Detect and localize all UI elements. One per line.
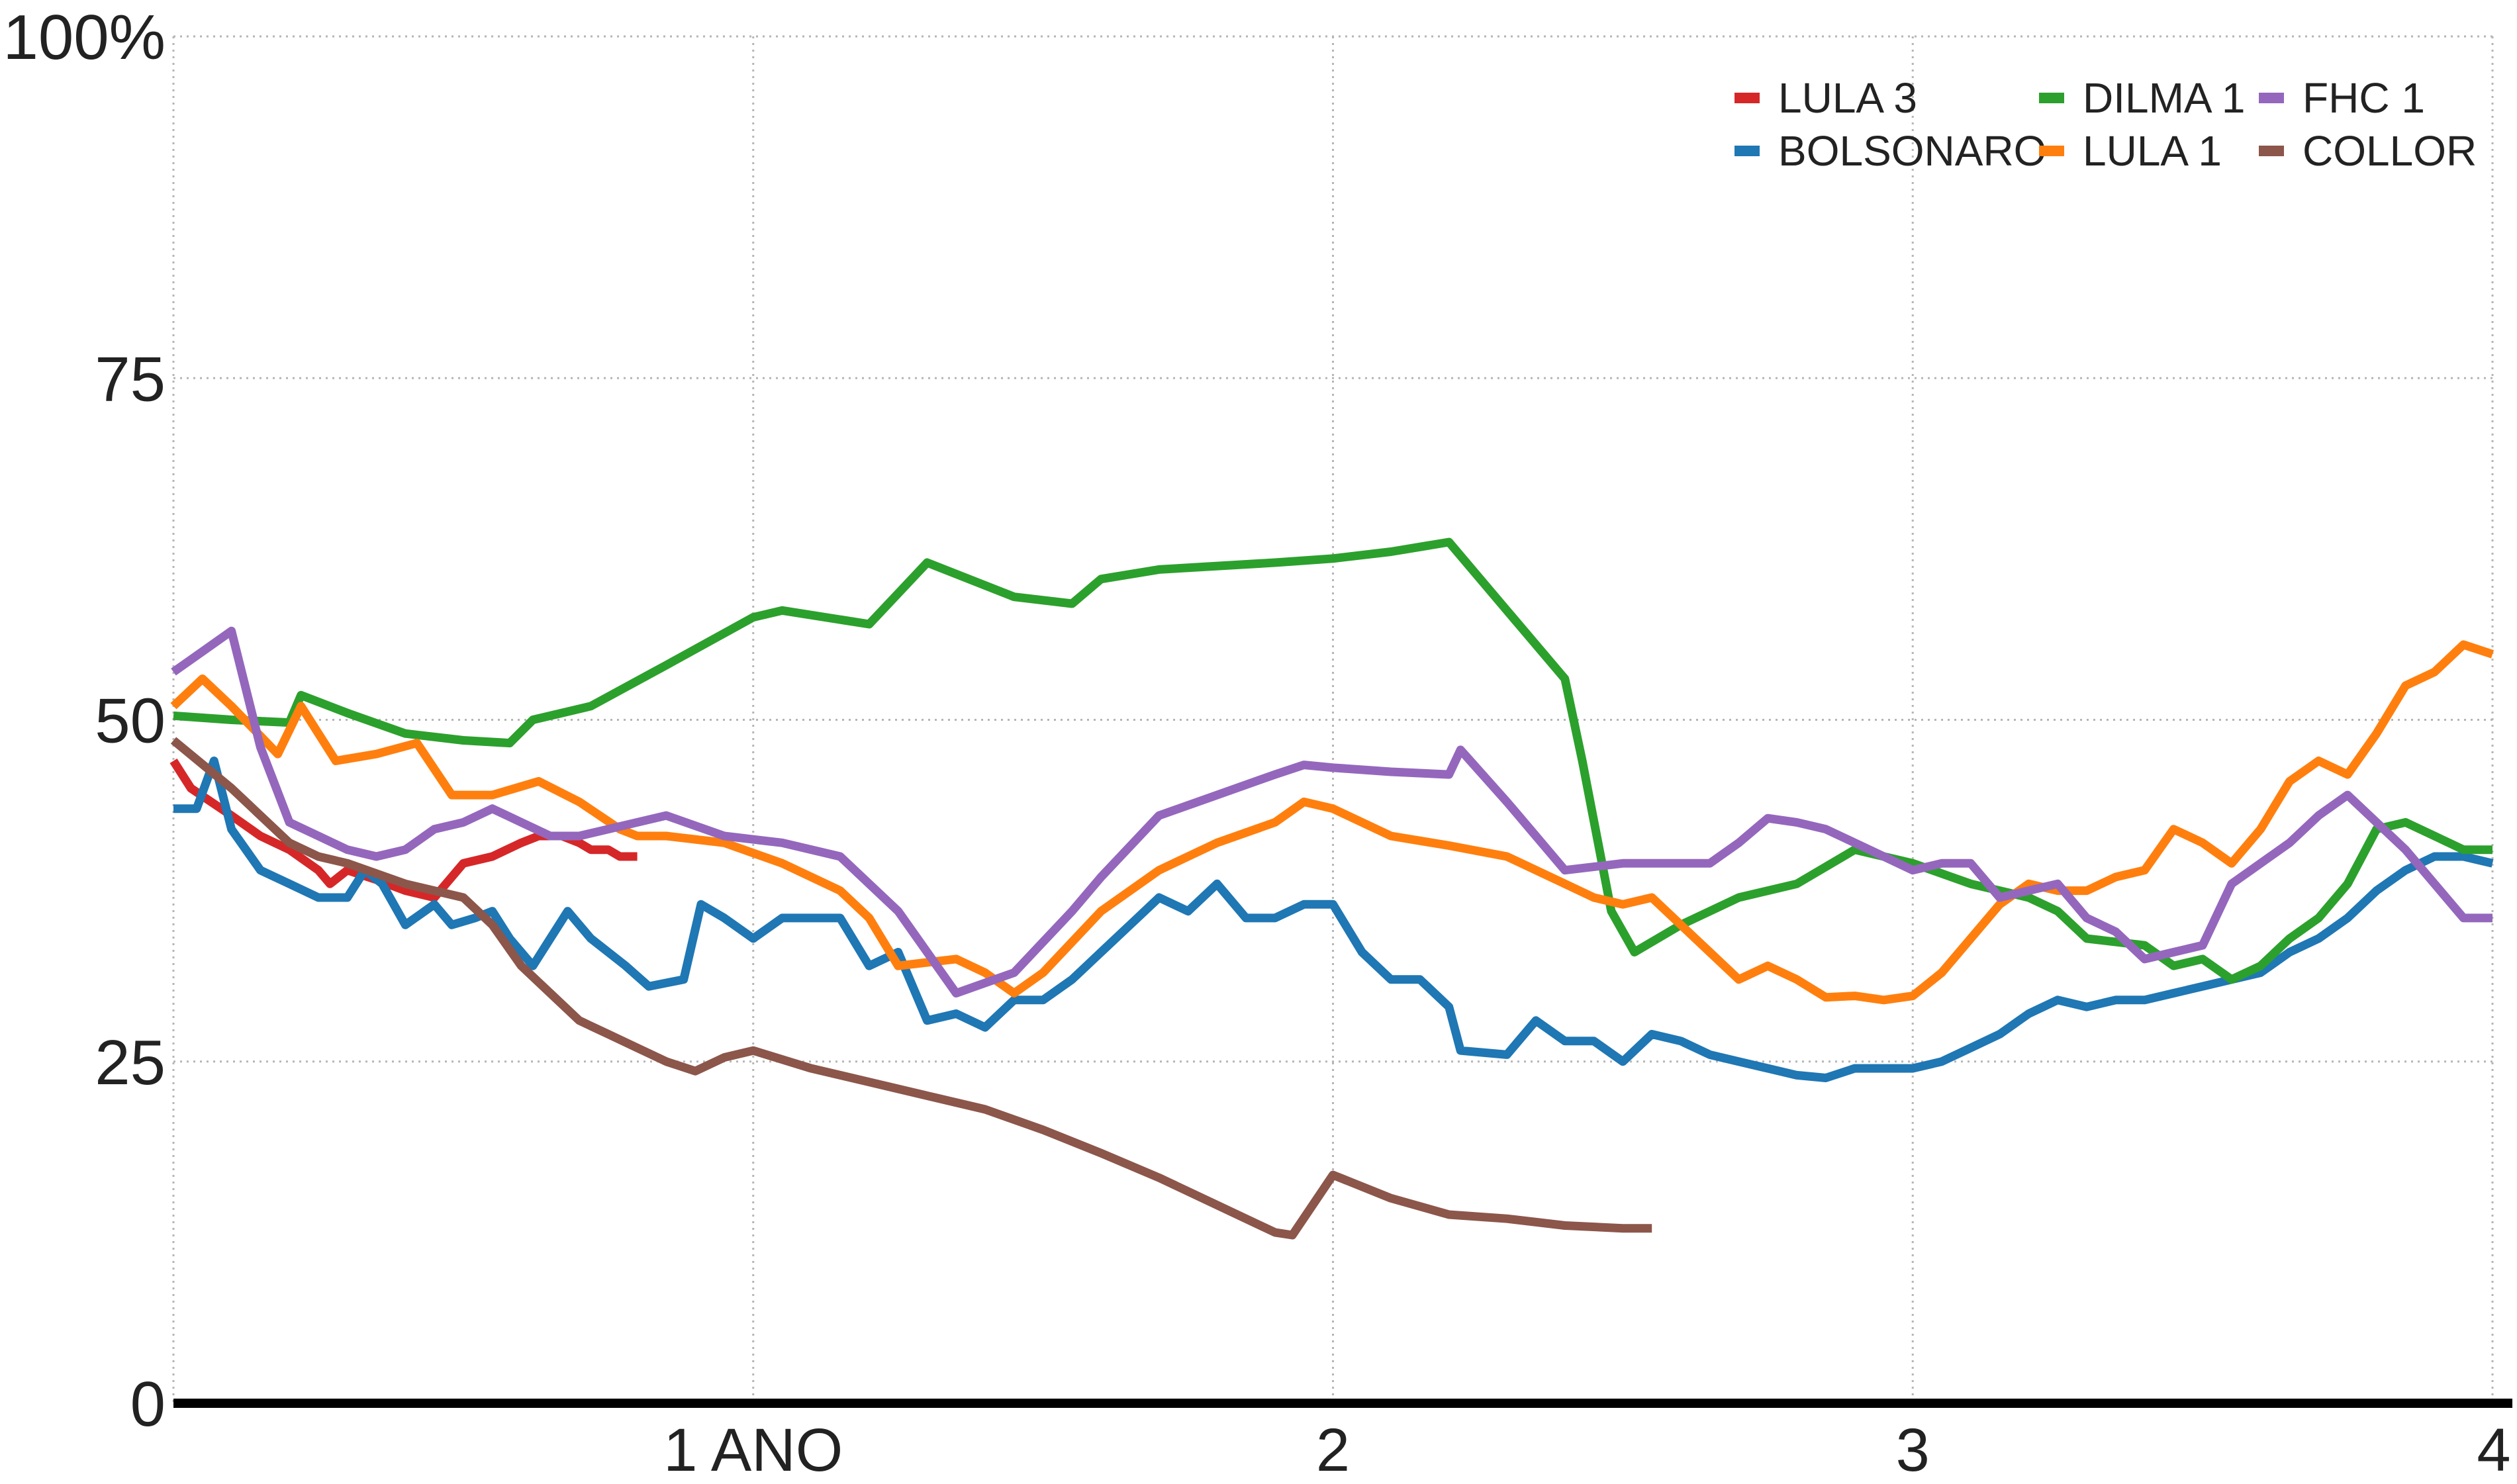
legend-item-fhc-1: FHC 1 [2259,74,2425,122]
legend-swatch [1734,93,1760,103]
series-line-collor [170,737,1652,1240]
legend-item-lula-3: LULA 3 [1734,74,1917,122]
legend-label: COLLOR [2303,127,2477,175]
series-line-lula-1 [170,640,2494,1005]
y-tick-labels: 0 25 50 75 100% [3,2,166,1440]
legend-label: DILMA 1 [2083,74,2245,122]
legend-swatch [2039,93,2064,103]
legend-swatch [2259,146,2284,156]
legend-item-lula-1: LULA 1 [2039,127,2222,175]
series-line-dilma-1 [173,537,2493,984]
x-tick-label: 2 [1316,1416,1350,1484]
x-tick-label: 4 [2477,1416,2510,1484]
y-tick-label: 75 [95,344,166,414]
legend-item-collor: COLLOR [2259,127,2477,175]
legend-item-bolsonaro: BOLSONARO [1734,127,2046,175]
legend-label: LULA 1 [2083,127,2222,175]
y-tick-label: 0 [130,1369,166,1440]
legend-label: LULA 3 [1778,74,1917,122]
y-tick-label: 50 [95,686,166,757]
x-tick-labels: 1 ANO 2 3 4 [663,1416,2510,1484]
legend-item-dilma-1: DILMA 1 [2039,74,2245,122]
y-tick-label: 25 [95,1027,166,1098]
y-tick-label: 100% [3,2,166,73]
series-line-bolsonaro [173,757,2494,1082]
legend: LULA 3 BOLSONARO DILMA 1 LULA 1 FHC 1 COLLOR [1734,74,2477,175]
legend-swatch [1734,146,1760,156]
x-tick-label: 3 [1896,1416,1930,1484]
legend-label: BOLSONARO [1778,127,2046,175]
grid-lines [172,35,2494,1403]
series-line-lula-3 [169,759,638,902]
legend-label: FHC 1 [2303,74,2425,122]
legend-swatch [2259,93,2284,103]
x-tick-label: 1 ANO [663,1416,843,1484]
series-line-fhc-1 [171,626,2493,997]
legend-swatch [2039,146,2064,156]
series-lines [169,537,2494,1240]
